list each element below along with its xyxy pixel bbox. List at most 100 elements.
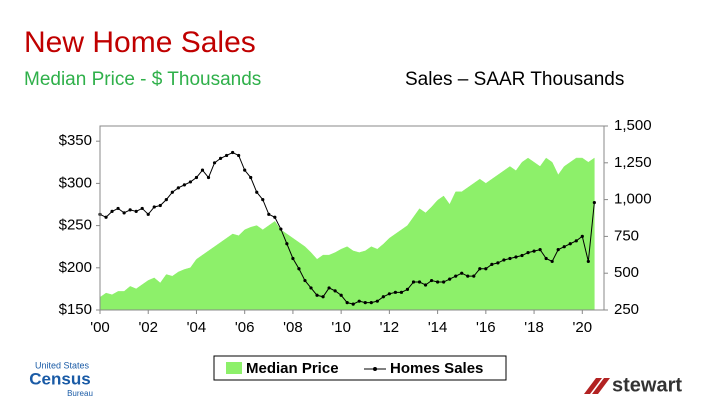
legend-swatch <box>226 362 242 374</box>
sales-marker <box>538 248 542 252</box>
sales-marker <box>134 209 138 213</box>
sales-marker <box>291 256 295 261</box>
census-logo-bottom: Bureau <box>67 389 93 398</box>
y2-tick-label: 1,250 <box>614 154 652 171</box>
sales-marker <box>200 168 205 172</box>
sales-marker <box>592 200 596 205</box>
x-tick-label: '20 <box>573 319 593 336</box>
x-tick-label: '16 <box>476 319 496 336</box>
sales-marker <box>315 293 319 297</box>
sales-marker <box>369 301 373 305</box>
sales-marker <box>484 267 488 271</box>
sales-marker <box>399 290 404 294</box>
sales-marker <box>104 215 108 219</box>
x-tick-label: '14 <box>428 319 448 336</box>
sales-marker <box>297 267 301 271</box>
sales-marker <box>562 245 566 249</box>
sales-marker <box>231 150 235 155</box>
sales-marker <box>164 198 168 202</box>
price-area <box>99 157 595 311</box>
sales-marker <box>116 206 120 211</box>
sales-marker <box>237 153 241 158</box>
census-logo: Census <box>29 369 90 388</box>
sales-marker <box>321 295 325 299</box>
sales-marker <box>357 299 361 303</box>
sales-marker <box>544 256 548 261</box>
sales-marker <box>472 274 476 278</box>
sales-marker <box>309 286 313 290</box>
sales-marker <box>586 259 590 264</box>
sales-marker <box>393 290 398 294</box>
sales-marker <box>267 212 271 216</box>
y2-axis-title: Sales – SAAR Thousands <box>405 69 624 90</box>
sales-marker <box>273 215 277 219</box>
sales-marker <box>303 278 307 283</box>
sales-marker <box>423 283 428 287</box>
y2-tick-label: 1,000 <box>614 191 652 208</box>
sales-marker <box>122 211 126 215</box>
sales-marker <box>351 302 355 306</box>
sales-marker <box>140 206 144 211</box>
sales-marker <box>550 259 554 264</box>
sales-marker <box>285 242 289 246</box>
sales-marker <box>436 280 440 284</box>
y-axis-title: Median Price - $ Thousands <box>24 69 261 90</box>
legend-label: Homes Sales <box>390 360 483 377</box>
sales-marker <box>225 153 229 158</box>
chart-title: New Home Sales <box>24 26 256 59</box>
y2-tick-label: 750 <box>614 227 639 244</box>
sales-marker <box>363 301 367 305</box>
census-logo-top: United States <box>35 360 90 370</box>
sales-marker <box>279 227 283 231</box>
sales-marker <box>478 267 482 271</box>
sales-marker <box>110 209 114 213</box>
sales-marker <box>568 242 572 246</box>
sales-marker <box>460 271 464 275</box>
sales-marker <box>206 175 211 180</box>
sales-marker <box>580 234 584 238</box>
sales-marker <box>128 208 132 212</box>
sales-marker <box>429 278 434 283</box>
sales-marker <box>255 190 259 194</box>
sales-marker <box>496 261 500 265</box>
sales-marker <box>212 161 217 165</box>
sales-marker <box>158 203 162 208</box>
sales-marker <box>514 255 518 259</box>
x-tick-label: '08 <box>283 319 303 336</box>
sales-marker <box>574 239 578 243</box>
sales-marker <box>261 198 265 202</box>
sales-marker <box>327 286 331 290</box>
y2-tick-label: 1,500 <box>614 117 652 134</box>
sales-marker <box>188 180 193 184</box>
sales-marker <box>526 250 530 255</box>
sales-marker <box>345 301 349 305</box>
sales-marker <box>502 258 506 262</box>
sales-marker <box>243 168 247 172</box>
y2-tick-label: 250 <box>614 301 639 318</box>
sales-marker <box>405 287 410 291</box>
sales-marker <box>249 175 253 180</box>
x-tick-label: '04 <box>187 319 207 336</box>
sales-marker <box>508 256 512 261</box>
plot-frame <box>99 125 605 311</box>
y-tick-label: $300 <box>59 174 92 191</box>
stewart-logo: stewart <box>612 374 682 396</box>
legend-label: Median Price <box>246 360 339 377</box>
sales-marker <box>387 292 391 296</box>
sales-marker <box>375 299 379 303</box>
x-tick-label: '18 <box>524 319 544 336</box>
x-tick-label: '12 <box>380 319 400 336</box>
x-tick-label: '00 <box>90 319 110 336</box>
sales-marker <box>176 186 180 190</box>
sales-marker <box>556 248 560 252</box>
x-tick-label: '10 <box>331 319 351 336</box>
sales-marker <box>520 253 524 258</box>
sales-marker <box>466 274 470 278</box>
sales-marker <box>170 190 174 194</box>
sales-marker <box>339 293 343 297</box>
stewart-logo-mark <box>584 378 610 394</box>
y-tick-label: $150 <box>59 301 92 318</box>
sales-marker <box>381 295 385 299</box>
legend-box <box>213 355 507 381</box>
